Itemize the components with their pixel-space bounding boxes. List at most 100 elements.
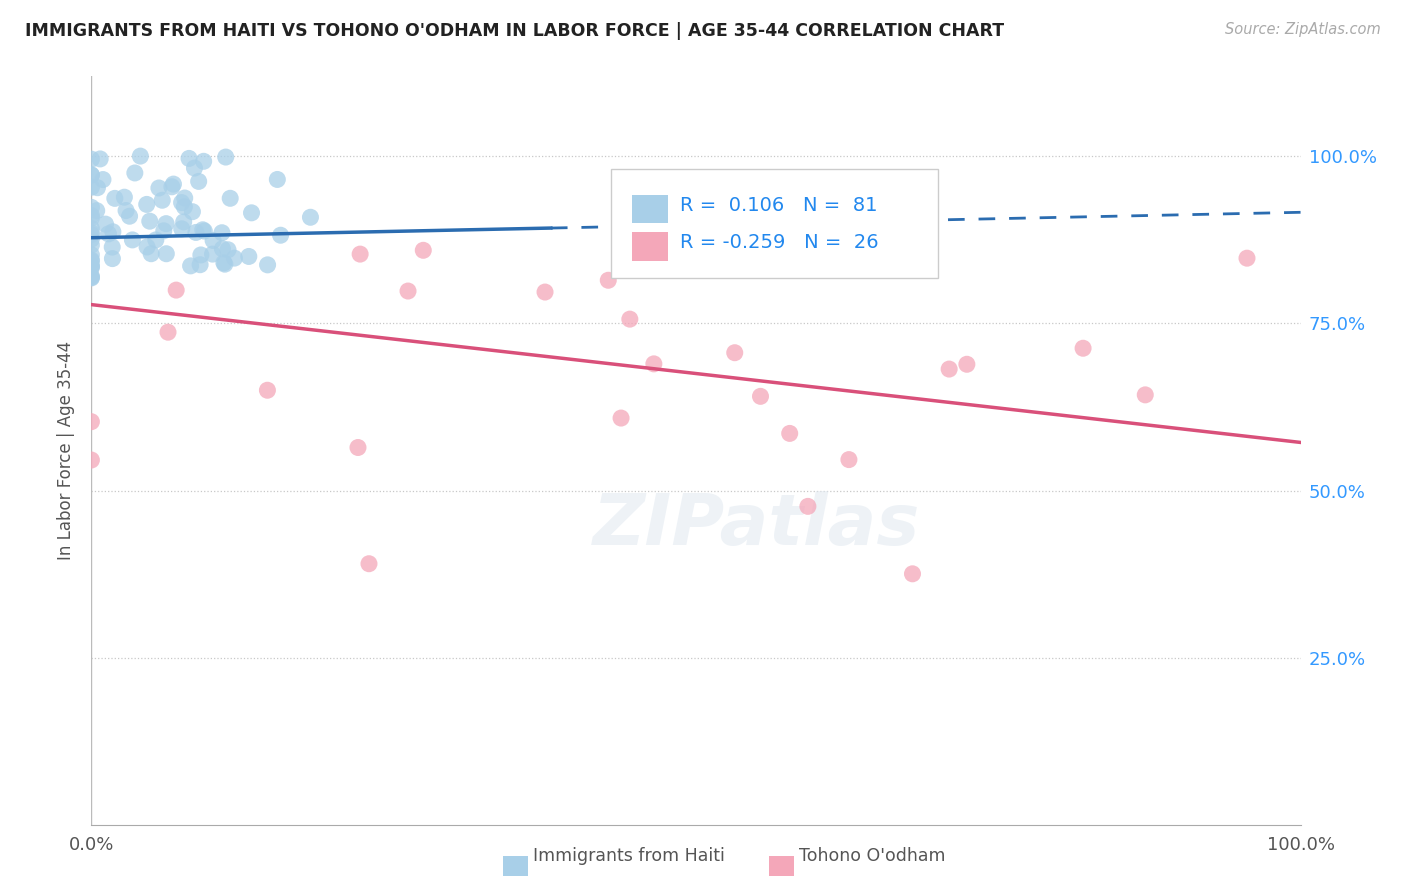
Text: IMMIGRANTS FROM HAITI VS TOHONO O'ODHAM IN LABOR FORCE | AGE 35-44 CORRELATION C: IMMIGRANTS FROM HAITI VS TOHONO O'ODHAM …: [25, 22, 1004, 40]
Point: [724, 345, 747, 359]
Point: [180, 259, 202, 273]
Point: [160, 179, 183, 194]
Point: [357, 557, 380, 571]
Point: [150, 193, 173, 207]
Point: [188, 258, 211, 272]
Point: [80, 227, 103, 242]
Point: [224, 251, 246, 265]
Point: [412, 244, 434, 258]
Point: [101, 240, 124, 254]
Point: [749, 389, 772, 403]
Point: [219, 191, 242, 205]
Point: [80, 152, 103, 166]
Point: [112, 190, 135, 204]
Point: [136, 240, 159, 254]
Point: [80, 271, 103, 285]
Point: [173, 200, 195, 214]
Point: [80, 254, 103, 268]
Point: [80, 168, 103, 182]
Point: [80, 226, 103, 240]
Point: [779, 426, 801, 441]
Point: [152, 224, 174, 238]
Point: [80, 415, 103, 429]
Point: [184, 226, 207, 240]
Point: [838, 452, 860, 467]
Point: [190, 248, 212, 262]
Point: [80, 200, 103, 214]
Point: [173, 215, 195, 229]
Text: R = -0.259   N =  26: R = -0.259 N = 26: [681, 233, 879, 252]
Point: [191, 223, 214, 237]
Point: [148, 181, 170, 195]
Point: [104, 191, 127, 205]
Point: [201, 247, 224, 261]
Point: [80, 253, 103, 268]
Point: [187, 174, 209, 188]
Point: [80, 168, 103, 182]
Point: [598, 273, 620, 287]
Point: [86, 203, 108, 218]
Point: [94, 217, 117, 231]
Point: [80, 221, 103, 235]
FancyBboxPatch shape: [612, 169, 938, 278]
Point: [797, 500, 820, 514]
Point: [202, 234, 225, 248]
Point: [256, 383, 278, 397]
Point: [141, 246, 163, 260]
Point: [124, 166, 146, 180]
Point: [1135, 388, 1157, 402]
Point: [240, 206, 263, 220]
Point: [177, 152, 200, 166]
Point: [193, 224, 215, 238]
Point: [183, 161, 205, 175]
Point: [643, 357, 665, 371]
Point: [238, 250, 260, 264]
Point: [1236, 251, 1258, 265]
Point: [80, 269, 103, 284]
Point: [118, 209, 141, 223]
Point: [135, 197, 157, 211]
Point: [299, 211, 322, 225]
Point: [97, 227, 120, 241]
Point: [80, 259, 103, 273]
Point: [270, 228, 292, 243]
Point: [534, 285, 557, 299]
Point: [155, 246, 177, 260]
Point: [170, 222, 193, 236]
Point: [256, 258, 278, 272]
Text: Tohono O'odham: Tohono O'odham: [799, 847, 945, 865]
Point: [80, 238, 103, 252]
Point: [266, 172, 288, 186]
Point: [115, 203, 138, 218]
Point: [80, 259, 103, 273]
Point: [86, 180, 108, 194]
Point: [121, 233, 143, 247]
Point: [80, 211, 103, 225]
Point: [165, 283, 187, 297]
Point: [170, 195, 193, 210]
Text: R =  0.106   N =  81: R = 0.106 N = 81: [681, 195, 877, 215]
Point: [91, 172, 114, 186]
Point: [139, 214, 162, 228]
Point: [619, 312, 641, 326]
Point: [217, 243, 239, 257]
Point: [173, 191, 195, 205]
Point: [89, 152, 111, 166]
Point: [193, 154, 215, 169]
Point: [162, 177, 184, 191]
Text: Source: ZipAtlas.com: Source: ZipAtlas.com: [1225, 22, 1381, 37]
Point: [80, 232, 103, 246]
Y-axis label: In Labor Force | Age 35-44: In Labor Force | Age 35-44: [58, 341, 76, 560]
Point: [80, 209, 103, 223]
Point: [156, 325, 179, 339]
Point: [349, 247, 371, 261]
Point: [80, 453, 103, 467]
Bar: [631, 233, 668, 260]
Point: [215, 150, 238, 164]
Point: [212, 256, 235, 270]
Point: [101, 225, 124, 239]
Point: [938, 362, 960, 376]
Bar: [631, 195, 668, 223]
Point: [80, 180, 103, 194]
Point: [145, 233, 167, 247]
